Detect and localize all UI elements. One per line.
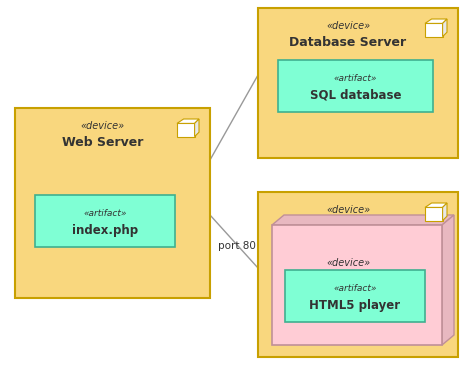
Polygon shape [195,119,199,137]
FancyBboxPatch shape [285,270,425,322]
Text: index.php: index.php [72,224,138,237]
Text: User PC: User PC [321,220,375,233]
Polygon shape [443,203,447,221]
Text: Database Server: Database Server [290,36,407,49]
Polygon shape [177,119,199,124]
Polygon shape [272,215,454,225]
Polygon shape [425,19,447,23]
Text: HTML5 player: HTML5 player [310,299,401,312]
Text: Web Browser: Web Browser [302,281,395,294]
Text: «artifact»: «artifact» [333,284,377,293]
FancyBboxPatch shape [15,108,210,298]
FancyBboxPatch shape [272,225,442,345]
Polygon shape [425,203,447,207]
Polygon shape [425,207,443,221]
Text: «device»: «device» [326,21,370,31]
Text: «artifact»: «artifact» [334,74,377,83]
FancyBboxPatch shape [278,60,433,112]
FancyBboxPatch shape [258,192,458,357]
Text: «artifact»: «artifact» [83,209,127,218]
Text: «device»: «device» [326,205,370,215]
FancyBboxPatch shape [35,195,175,247]
Text: SQL database: SQL database [310,89,401,102]
Text: port 80: port 80 [218,241,256,251]
Text: «device»: «device» [81,121,125,131]
Polygon shape [425,23,443,37]
Polygon shape [442,215,454,345]
FancyBboxPatch shape [258,8,458,158]
Polygon shape [443,19,447,37]
Text: «device»: «device» [327,258,371,268]
Polygon shape [177,124,195,137]
Text: Web Server: Web Server [62,135,144,148]
